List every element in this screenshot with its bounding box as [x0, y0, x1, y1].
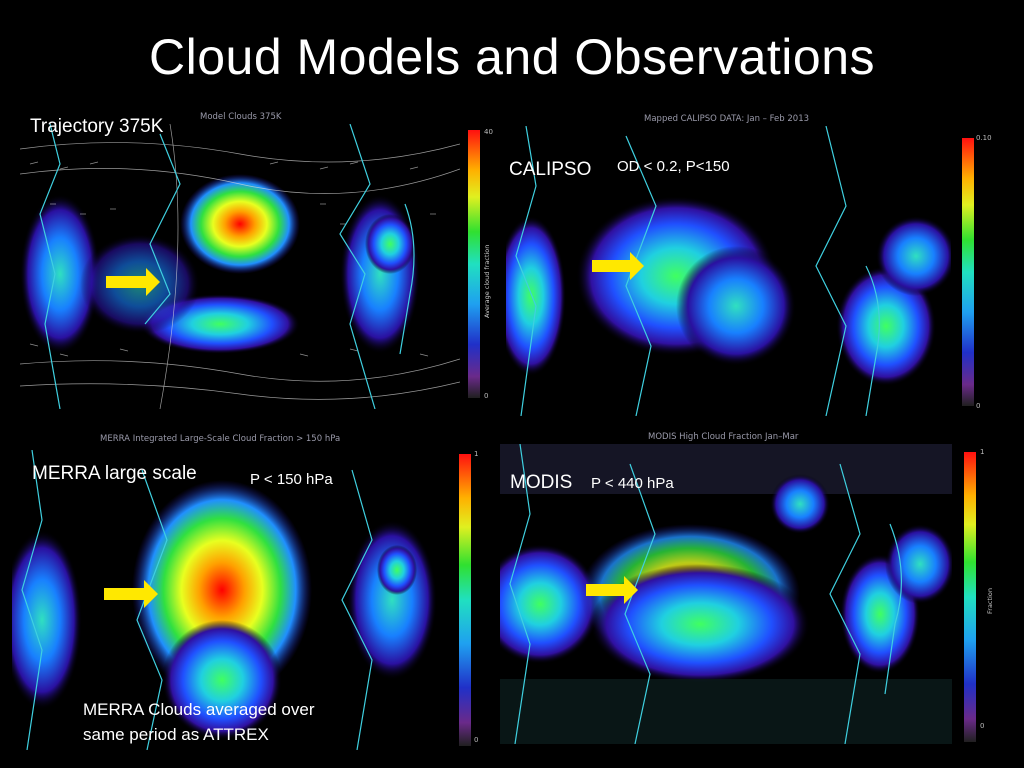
model-label: Trajectory 375K	[30, 116, 164, 137]
model-arrow	[106, 268, 160, 296]
modis-colorbar-min: 0	[980, 722, 985, 730]
modis-panel: MODIS High Cloud Fraction Jan–Mar 1 0 Fr…	[498, 426, 1010, 762]
slide-title: Cloud Models and Observations	[149, 29, 875, 85]
model-colorbar	[468, 130, 480, 398]
merra-note-line1: MERRA Clouds averaged over	[83, 700, 315, 719]
calipso-plot-title: Mapped CALIPSO DATA: Jan – Feb 2013	[644, 114, 810, 124]
modis-sublabel: P < 440 hPa	[591, 475, 674, 492]
merra-colorbar	[459, 454, 471, 746]
model-clouds-panel: Model Clouds 375K 40 0 Average	[18, 108, 498, 413]
modis-cloud-map	[500, 444, 952, 744]
merra-label: MERRA large scale	[32, 463, 197, 484]
merra-sublabel: P < 150 hPa	[250, 471, 333, 488]
calipso-label: CALIPSO	[509, 159, 592, 180]
modis-colorbar-max: 1	[980, 448, 985, 456]
calipso-colorbar-min: 0	[976, 402, 981, 410]
merra-plot-title: MERRA Integrated Large-Scale Cloud Fract…	[100, 434, 341, 444]
calipso-cloud-map	[506, 126, 951, 416]
model-colorbar-max: 40	[484, 128, 493, 136]
calipso-arrow	[592, 252, 644, 280]
model-colorbar-min: 0	[484, 392, 489, 400]
calipso-colorbar	[962, 138, 974, 406]
modis-colorbar	[964, 452, 976, 742]
merra-note-line2: same period as ATTREX	[83, 725, 269, 744]
calipso-sublabel: OD < 0.2, P<150	[617, 158, 730, 175]
modis-plot-title: MODIS High Cloud Fraction Jan–Mar	[648, 432, 799, 442]
merra-panel: MERRA Integrated Large-Scale Cloud Fract…	[10, 428, 498, 763]
calipso-colorbar-max: 0.10	[976, 134, 992, 142]
modis-arrow	[586, 576, 638, 604]
merra-cloud-map	[12, 450, 452, 750]
merra-colorbar-max: 1	[474, 450, 479, 458]
modis-label: MODIS	[510, 472, 573, 493]
model-colorbar-unit: Average cloud fraction	[483, 244, 491, 318]
model-cloud-map	[20, 124, 460, 409]
calipso-panel: Mapped CALIPSO DATA: Jan – Feb 2013 0.10…	[504, 108, 1009, 423]
merra-arrow	[104, 580, 158, 608]
merra-colorbar-min: 0	[474, 736, 479, 744]
model-plot-title: Model Clouds 375K	[200, 112, 282, 122]
modis-colorbar-unit: Fraction	[986, 588, 994, 614]
